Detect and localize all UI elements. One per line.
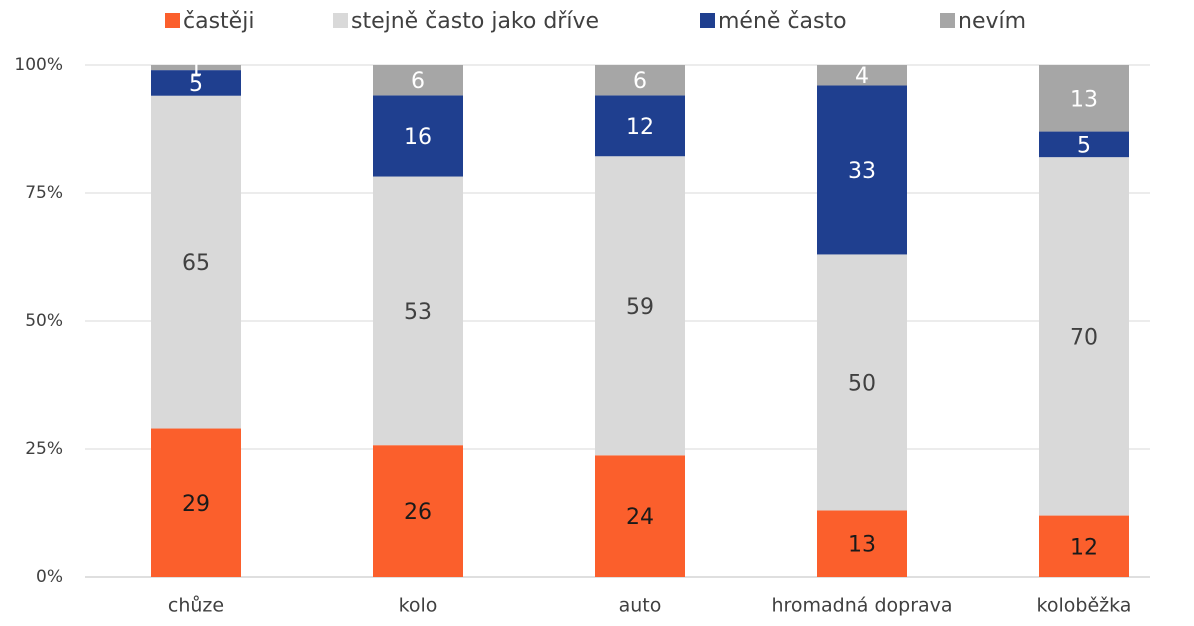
bar-segment [595,156,685,456]
value-label: 13 [848,533,876,558]
legend-label: nevím [958,9,1026,34]
y-tick-label: 50% [25,311,63,331]
value-label: 6 [633,69,647,94]
value-label: 6 [411,69,425,94]
y-tick-label: 0% [36,567,63,587]
y-tick-label: 25% [25,439,63,459]
value-label: 12 [626,115,654,140]
x-tick-label: kolo [399,595,438,617]
value-label: 16 [404,125,432,150]
bar-segment [1039,131,1129,158]
legend-swatch [165,13,180,28]
bar-segment [817,510,907,577]
value-label: 5 [1077,133,1091,158]
legend-swatch [700,13,715,28]
value-label: 65 [182,251,210,276]
value-label: 53 [404,300,432,325]
value-label: 12 [1070,535,1098,560]
y-tick-label: 75% [25,183,63,203]
bar-segment [1039,65,1129,132]
legend-swatch [940,13,955,28]
bar-segment [1039,515,1129,577]
x-tick-label: koloběžka [1037,595,1132,617]
bar-segment [595,65,685,96]
legend-label: stejně často jako dříve [351,9,599,34]
bar-segment [1039,157,1129,516]
bar-segment [595,95,685,157]
bar-segment [373,176,463,446]
bar-segment [151,70,241,96]
value-label: 29 [182,492,210,517]
legend-label: častěji [183,9,254,34]
bar-segment [151,65,241,71]
x-tick-label: hromadná doprava [771,595,952,617]
x-tick-label: auto [619,595,662,617]
value-label: 1 [189,57,203,82]
legend-label: méně často [718,9,847,34]
bar-segment [373,445,463,577]
value-label: 70 [1070,325,1098,350]
value-label: 13 [1070,87,1098,112]
value-label: 4 [855,64,869,89]
y-tick-label: 100% [14,55,63,75]
bar-segment [373,65,463,96]
bar-segment [817,254,907,511]
value-label: 26 [404,500,432,525]
bar-segment [151,95,241,429]
bar-segment [595,455,685,577]
bar-segment [817,65,907,86]
bar-segment [151,428,241,577]
bar-segment [817,85,907,255]
value-label: 33 [848,159,876,184]
value-label: 5 [189,72,203,97]
x-tick-label: chůze [168,595,224,617]
value-label: 59 [626,295,654,320]
value-label: 50 [848,371,876,396]
bar-segment [373,95,463,177]
legend-swatch [333,13,348,28]
value-label: 24 [626,505,654,530]
